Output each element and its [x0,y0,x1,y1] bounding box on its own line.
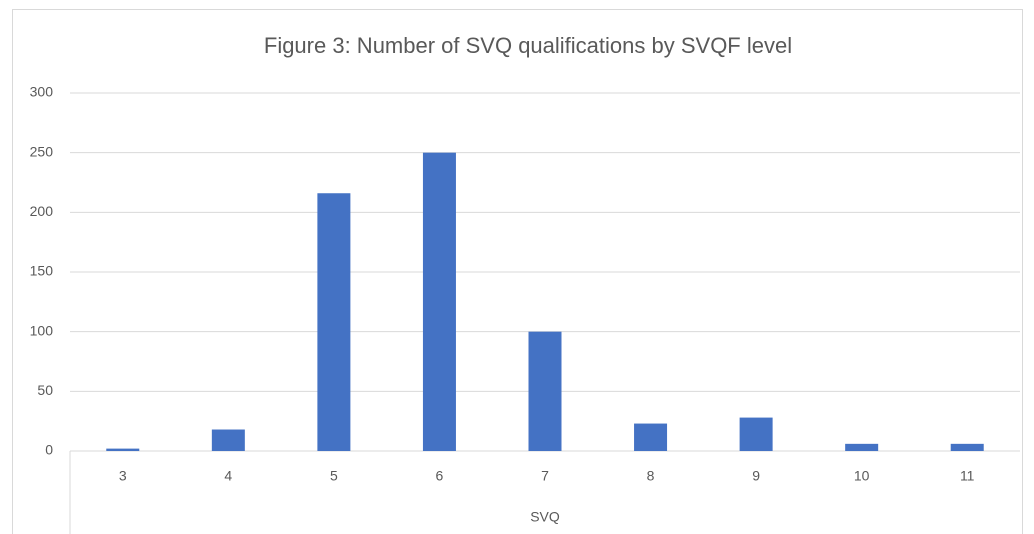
x-tick-label: 3 [119,468,127,484]
bar [211,429,245,451]
bar [845,443,879,451]
bar [317,193,351,452]
y-tick-label: 50 [37,382,53,398]
bar [739,417,773,451]
x-tick-label: 10 [854,468,870,484]
bar [422,152,456,451]
bar [950,443,984,451]
x-tick-label: 5 [330,468,338,484]
x-tick-label: 6 [436,468,444,484]
x-tick-label: 9 [752,468,760,484]
bar [634,423,668,451]
y-tick-label: 250 [30,143,54,159]
y-tick-label: 300 [30,84,54,100]
y-tick-label: 150 [30,263,54,279]
y-tick-label: 0 [45,442,53,458]
x-axis-title: SVQ [530,509,560,525]
x-tick-label: 4 [224,468,232,484]
bar [106,448,140,451]
x-tick-label: 7 [541,468,549,484]
bar [528,331,562,451]
y-tick-label: 100 [30,322,54,338]
x-tick-label: 8 [647,468,655,484]
chart-title: Figure 3: Number of SVQ qualifications b… [264,33,792,58]
x-tick-label: 11 [960,468,975,484]
y-tick-label: 200 [30,203,54,219]
